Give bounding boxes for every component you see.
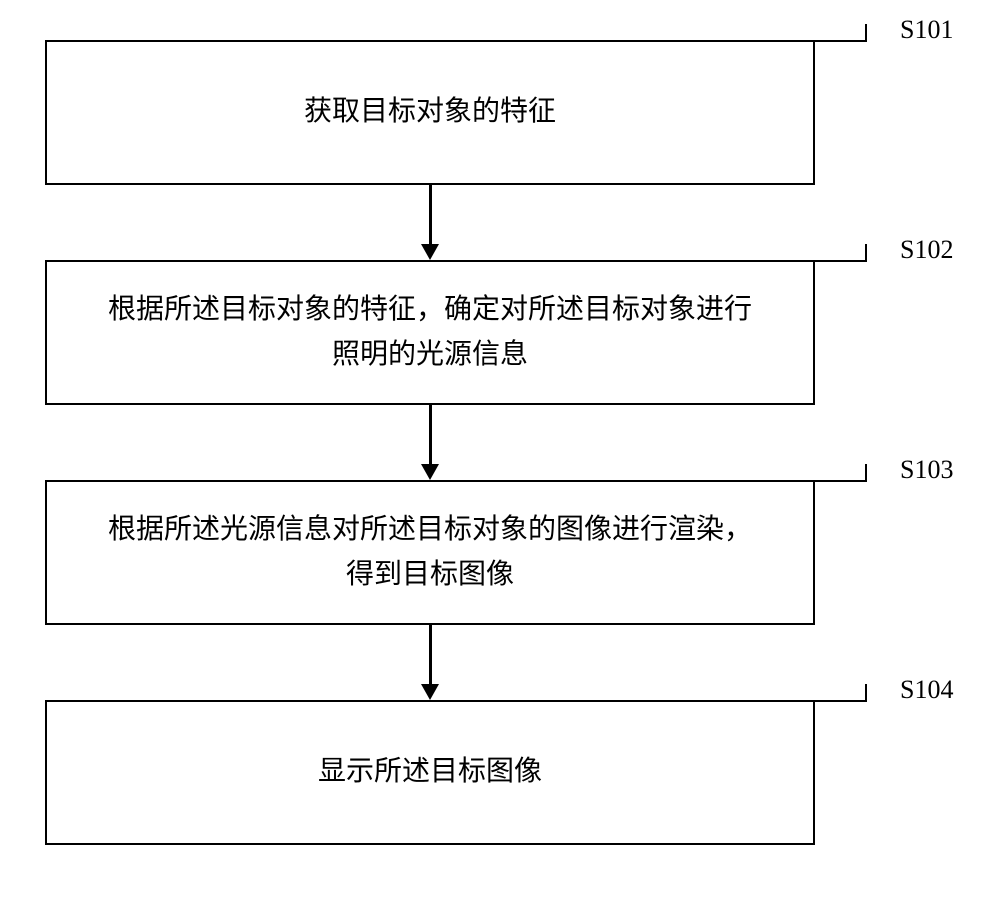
label-line-v-s101 (865, 24, 867, 42)
step-label-s104: S104 (900, 675, 953, 705)
label-line-v-s102 (865, 244, 867, 262)
label-line-h-s102 (813, 260, 865, 262)
arrow-head-2 (421, 464, 439, 480)
arrow-line-2 (429, 405, 432, 464)
label-line-v-s104 (865, 684, 867, 702)
step-text-s104: 显示所述目标图像 (318, 750, 542, 795)
step-text-s101: 获取目标对象的特征 (304, 90, 556, 135)
label-line-h-s103 (813, 480, 865, 482)
step-box-s103: 根据所述光源信息对所述目标对象的图像进行渲染，得到目标图像 (45, 480, 815, 625)
step-text-s102: 根据所述目标对象的特征，确定对所述目标对象进行照明的光源信息 (108, 288, 752, 378)
step-label-s101: S101 (900, 15, 953, 45)
label-line-h-s101 (813, 40, 865, 42)
arrow-line-1 (429, 185, 432, 244)
step-box-s101: 获取目标对象的特征 (45, 40, 815, 185)
label-line-h-s104 (813, 700, 865, 702)
arrow-head-1 (421, 244, 439, 260)
arrow-line-3 (429, 625, 432, 684)
step-text-s103: 根据所述光源信息对所述目标对象的图像进行渲染，得到目标图像 (108, 508, 752, 598)
arrow-head-3 (421, 684, 439, 700)
step-box-s102: 根据所述目标对象的特征，确定对所述目标对象进行照明的光源信息 (45, 260, 815, 405)
label-line-v-s103 (865, 464, 867, 482)
flowchart-container: 获取目标对象的特征 S101 根据所述目标对象的特征，确定对所述目标对象进行照明… (0, 0, 1000, 917)
step-box-s104: 显示所述目标图像 (45, 700, 815, 845)
step-label-s102: S102 (900, 235, 953, 265)
step-label-s103: S103 (900, 455, 953, 485)
